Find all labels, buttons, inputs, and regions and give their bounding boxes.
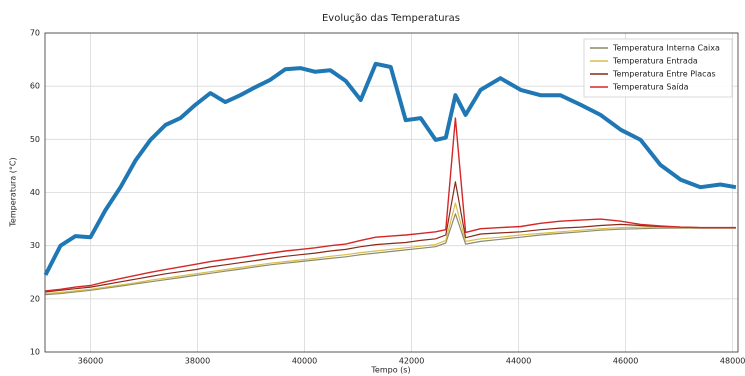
x-tick-label: 38000 <box>185 357 210 366</box>
legend-box <box>583 38 733 98</box>
series-line <box>43 61 737 276</box>
series-line <box>45 213 736 296</box>
legend-label: Temperatura Entre Placas <box>612 70 716 79</box>
y-axis-label: Temperatura (°C) <box>9 157 18 227</box>
y-tick-label: 20 <box>30 294 40 303</box>
y-tick-label: 40 <box>30 188 40 197</box>
legend-label: Temperatura Interna Caixa <box>612 44 720 53</box>
series-line <box>45 117 736 292</box>
legend-label: Temperatura Entrada <box>612 57 698 66</box>
plot-frame <box>44 32 739 353</box>
series-line <box>45 202 736 295</box>
y-tick-label: 60 <box>30 82 40 91</box>
x-tick-label: 40000 <box>292 357 317 366</box>
x-tick-label: 44000 <box>506 357 531 366</box>
x-tick-label: 42000 <box>399 357 424 366</box>
y-tick-label: 50 <box>30 135 40 144</box>
x-tick-label: 46000 <box>613 357 638 366</box>
x-tick-label: 48000 <box>720 357 745 366</box>
y-tick-label: 30 <box>30 241 40 250</box>
y-tick-label: 10 <box>30 348 40 357</box>
x-axis-label: Tempo (s) <box>370 366 410 375</box>
y-tick-label: 70 <box>30 29 40 38</box>
chart-title: Evolução das Temperaturas <box>322 13 460 24</box>
legend-label: Temperatura Saída <box>612 83 689 92</box>
x-tick-label: 36000 <box>78 357 103 366</box>
series-line <box>45 181 736 293</box>
